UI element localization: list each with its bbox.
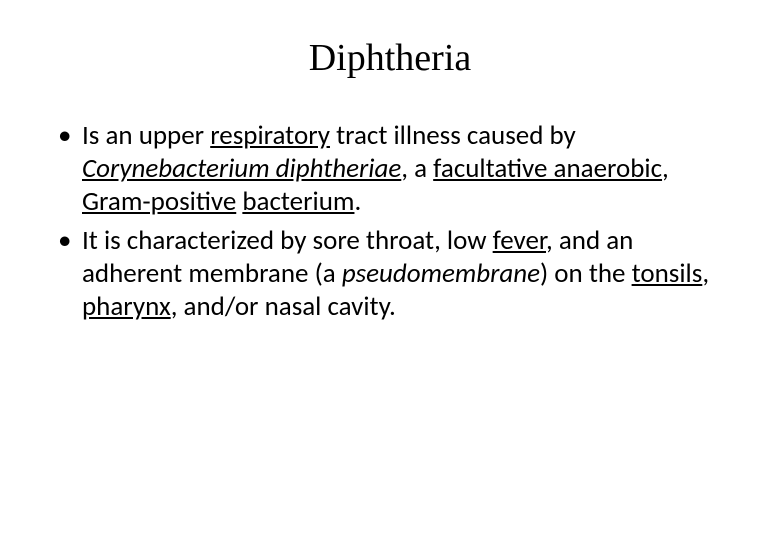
text-run: respiratory bbox=[210, 119, 330, 152]
text-run: facultative anaerobic bbox=[433, 152, 662, 185]
text-run: , bbox=[662, 152, 669, 185]
text-run: bacterium bbox=[242, 185, 354, 218]
text-run: pharynx bbox=[82, 290, 171, 323]
text-run: Corynebacterium diphtheriae bbox=[82, 152, 401, 185]
text-run: , a bbox=[401, 152, 433, 185]
text-run: tonsils bbox=[632, 257, 703, 290]
text-run: Is an upper bbox=[82, 119, 210, 152]
bullet-list: Is an upper respiratory tract illness ca… bbox=[48, 120, 732, 324]
slide-title: Diphtheria bbox=[48, 36, 732, 80]
text-run: , and/or nasal cavity. bbox=[171, 290, 396, 323]
text-run: fever bbox=[493, 224, 546, 257]
text-run: ) on the bbox=[540, 257, 632, 290]
text-run: Gram-positive bbox=[82, 185, 236, 218]
text-run: pseudomembrane bbox=[342, 257, 540, 290]
bullet-item: Is an upper respiratory tract illness ca… bbox=[56, 120, 732, 219]
text-run: , bbox=[702, 257, 709, 290]
bullet-item: It is characterized by sore throat, low … bbox=[56, 225, 732, 324]
text-run: tract illness caused by bbox=[330, 119, 576, 152]
text-run: . bbox=[354, 185, 361, 218]
text-run: It is characterized by sore throat, low bbox=[82, 224, 493, 257]
slide: Diphtheria Is an upper respiratory tract… bbox=[0, 0, 780, 540]
